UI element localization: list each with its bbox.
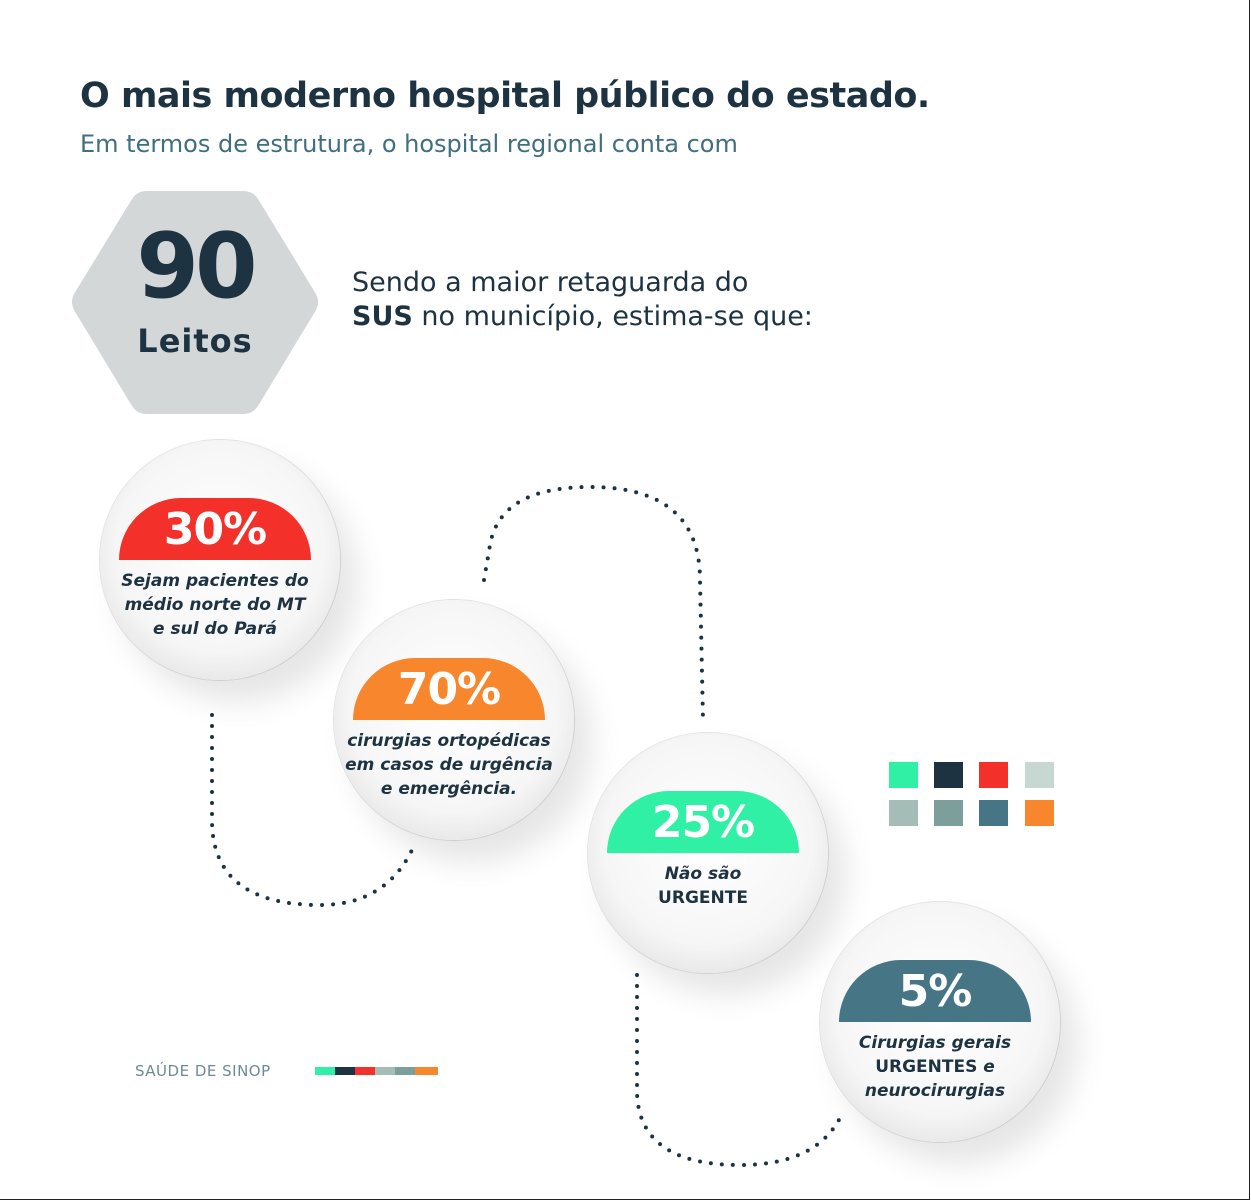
stat-value-25: 25% [651,797,755,848]
intro-sus: SUS [352,301,413,332]
stat-circle-70: 70% cirurgias ortopédicas em casos de ur… [334,600,574,840]
beds-label: Leitos [137,322,253,360]
stat-cap-25 [607,791,799,853]
swatch-mint [889,762,918,788]
page-subtitle: Em termos de estrutura, o hospital regio… [80,130,738,158]
page-title: O mais moderno hospital público do estad… [80,76,930,116]
stat-text-70: cirurgias ortopédicas em casos de urgênc… [345,731,553,799]
stat-circle-25: 25% Não são URGENTE [588,733,828,973]
footer-bar-sage [375,1067,395,1075]
footer-bar-red [355,1067,375,1075]
stat-cap-5 [839,960,1031,1022]
intro-line-1: Sendo a maior retaguarda do [352,267,749,298]
swatch-sage [889,800,918,826]
stat-circle-5: 5% Cirurgias gerais URGENTES e neurociru… [820,902,1060,1142]
swatch-red [979,762,1008,788]
stat-value-5: 5% [898,966,973,1017]
stat-text-30: Sejam pacientes do médio norte do MT e s… [121,571,309,639]
stat-cap-70 [353,658,545,720]
swatch-teal-gray [934,800,963,826]
beds-hexagon [72,191,318,414]
stat-text-5: Cirurgias gerais URGENTES e neurocirurgi… [858,1033,1012,1101]
intro-line-2: no município, estima-se que: [412,301,813,332]
footer-bar-orange [415,1067,438,1075]
footer-bar-navy [335,1067,355,1075]
swatch-slate [979,800,1008,826]
stat-text-25: Não são URGENTE [658,864,748,908]
dotted-path-3 [635,973,842,1168]
swatch-orange [1025,800,1054,826]
footer-brand: SAÚDE DE SINOP [135,1062,271,1080]
swatch-light-gray [1025,762,1054,788]
swatch-navy [934,762,963,788]
dotted-path-2 [482,484,705,722]
beds-number: 90 [136,214,257,319]
stat-value-30: 30% [163,504,267,555]
stat-cap-30 [119,498,311,560]
footer-bar-teal-gray [395,1067,415,1075]
stat-value-70: 70% [397,664,501,715]
stat-circle-30: 30% Sejam pacientes do médio norte do MT… [100,440,340,680]
footer-bar-mint [315,1067,335,1075]
intro-text: Sendo a maior retaguarda do SUS no munic… [352,266,813,334]
